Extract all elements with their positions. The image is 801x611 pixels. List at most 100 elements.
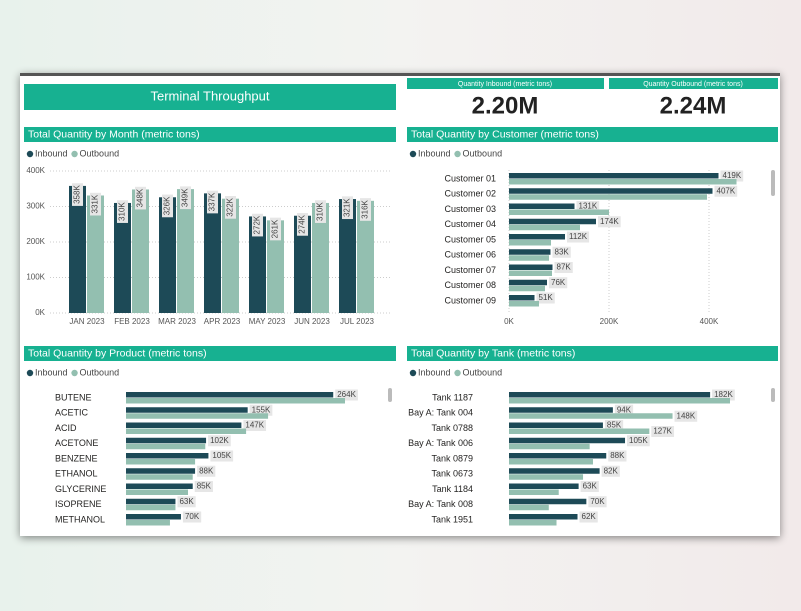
data-label-bg — [297, 213, 308, 236]
data-label-bg — [162, 194, 173, 218]
legend-label: Outbound — [463, 148, 503, 158]
data-label: 87K — [557, 263, 572, 272]
bar — [509, 437, 626, 444]
data-label-bg — [567, 231, 590, 243]
data-label: 147K — [245, 421, 264, 430]
data-label-bg — [335, 389, 358, 401]
data-label-bg — [177, 496, 196, 508]
bar — [509, 224, 580, 231]
bar — [509, 264, 553, 270]
bar — [177, 189, 194, 313]
x-tick-label: JAN 2023 — [69, 317, 105, 326]
bar — [126, 468, 196, 474]
data-label: 83K — [555, 247, 570, 256]
data-label-bg — [604, 420, 624, 431]
legend-marker — [26, 369, 34, 377]
y-tick-label: Tank 1187 — [432, 392, 473, 402]
data-label: 70K — [590, 497, 605, 506]
bar — [509, 249, 551, 255]
y-tick-label: Customer 04 — [444, 219, 496, 229]
bar — [509, 498, 587, 505]
bar — [509, 179, 737, 185]
y-tick-label: GLYCERINE — [55, 484, 106, 494]
bar — [126, 422, 242, 428]
y-tick-label: 300K — [26, 202, 45, 211]
bar — [509, 422, 603, 428]
bar — [509, 514, 578, 520]
data-label-group: 321K — [342, 196, 353, 220]
data-label-bg — [714, 185, 738, 197]
data-label-bg — [90, 192, 101, 216]
bar — [249, 216, 266, 313]
legend-label: Inbound — [35, 367, 68, 377]
scrollbar[interactable] — [771, 170, 775, 196]
data-label-bg — [182, 511, 202, 523]
data-label-bg — [197, 465, 216, 477]
bar — [126, 514, 181, 520]
card-header — [407, 78, 604, 89]
data-label-bg — [549, 277, 568, 289]
data-label: 102K — [210, 436, 229, 445]
card-value: 2.24M — [660, 92, 727, 119]
bar — [267, 220, 284, 313]
data-label-group: 349K — [180, 186, 191, 210]
y-tick-label: Bay A: Tank 008 — [408, 499, 473, 509]
y-tick-label: BUTENE — [55, 392, 92, 402]
bar — [509, 209, 609, 215]
bar — [69, 185, 86, 313]
data-label-bg — [342, 196, 353, 220]
bar — [126, 407, 248, 413]
scrollbar[interactable] — [388, 388, 392, 402]
bar — [509, 520, 557, 526]
data-label-bg — [588, 496, 607, 508]
bar — [509, 453, 607, 459]
bar — [204, 193, 221, 313]
y-tick-label: Customer 02 — [444, 189, 496, 199]
bar — [509, 428, 650, 434]
bar — [126, 453, 209, 459]
y-tick-label: ISOPRENE — [55, 499, 102, 509]
data-label: 85K — [197, 482, 212, 491]
chart-title: Total Quantity by Month (metric tons) — [28, 128, 200, 140]
data-label: 85K — [607, 421, 622, 430]
data-label-group: 322K — [225, 196, 236, 219]
data-label: 419K — [723, 171, 742, 180]
data-label: 94K — [617, 405, 632, 414]
bar — [339, 199, 356, 313]
bar — [509, 489, 559, 495]
chart-title: Total Quantity by Customer (metric tons) — [411, 128, 599, 140]
bar — [87, 195, 104, 313]
data-label-bg — [627, 435, 650, 447]
bar — [126, 398, 345, 404]
bar — [132, 189, 149, 313]
card-label: Quantity Outbound (metric tons) — [643, 81, 743, 88]
data-label: 182K — [714, 390, 733, 399]
data-label: 155K — [252, 405, 271, 414]
data-label-bg — [117, 200, 128, 223]
data-label-group: 358K — [72, 183, 83, 206]
scrollbar[interactable] — [771, 388, 775, 402]
bar — [509, 173, 719, 179]
bar — [126, 392, 334, 398]
card-header — [609, 78, 778, 89]
bar — [509, 443, 590, 450]
data-label: 274K — [298, 214, 307, 233]
card-value: 2.20M — [472, 92, 539, 119]
data-label: 131K — [579, 202, 598, 211]
data-label-bg — [536, 292, 555, 304]
data-label-bg — [598, 216, 621, 228]
dashboard-title: Terminal Throughput — [151, 88, 270, 103]
data-label: 358K — [73, 185, 82, 204]
chart-title: Total Quantity by Product (metric tons) — [28, 347, 207, 359]
y-tick-label: ACETONE — [55, 438, 98, 448]
data-label-bg — [601, 465, 620, 477]
x-tick-label: JUN 2023 — [294, 317, 330, 326]
x-tick-label: APR 2023 — [204, 317, 241, 326]
chart-header — [407, 346, 778, 361]
x-tick-label: 400K — [700, 317, 719, 326]
bar — [509, 301, 539, 307]
data-label-bg — [270, 217, 281, 241]
legend-marker — [71, 150, 78, 158]
bar — [509, 240, 551, 246]
bar — [509, 483, 579, 489]
